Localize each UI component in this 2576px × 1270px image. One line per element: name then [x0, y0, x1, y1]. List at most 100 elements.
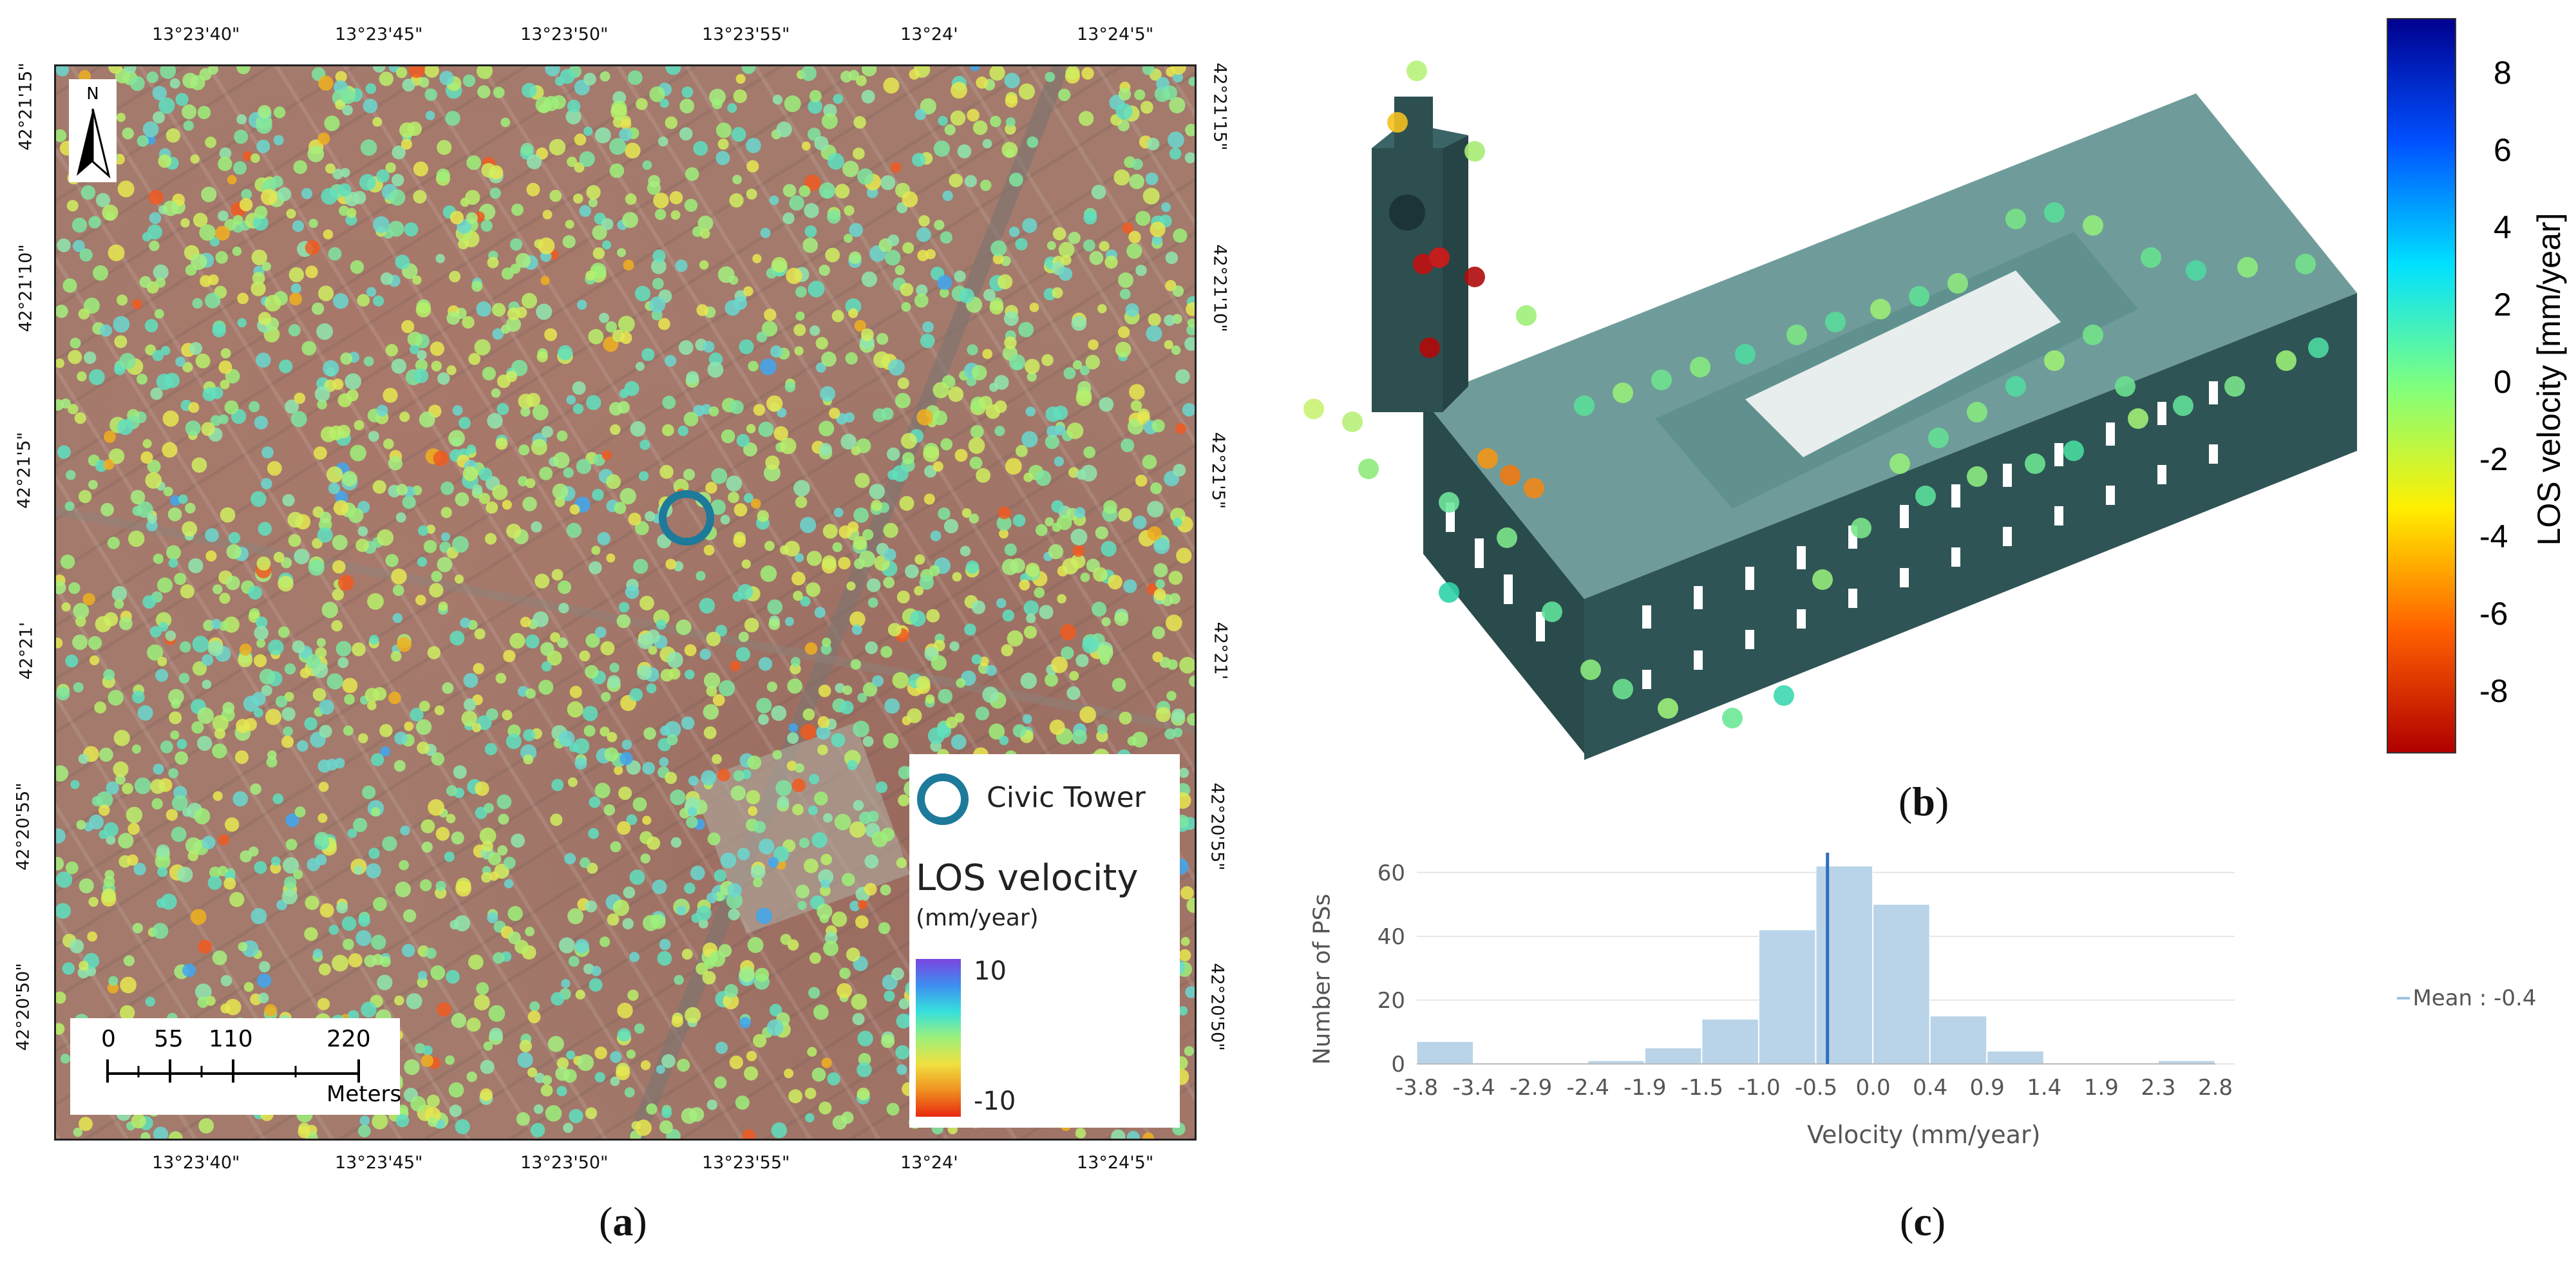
ps-point	[117, 180, 135, 198]
ps-point	[768, 618, 781, 630]
ps-point	[766, 395, 783, 412]
ps-point	[732, 175, 742, 185]
ps-point	[827, 153, 844, 170]
ps-point	[193, 213, 208, 227]
ps-point	[1169, 147, 1182, 160]
ps-point	[1155, 579, 1165, 589]
ps-point	[917, 249, 929, 261]
ps-point	[702, 971, 716, 985]
ps-point	[624, 1087, 635, 1098]
ps-point	[180, 584, 194, 599]
ps-point	[688, 775, 699, 786]
ps-point	[723, 993, 739, 1010]
ps-point	[558, 937, 575, 954]
ps-point	[933, 140, 950, 157]
ps-point	[784, 540, 800, 557]
ps-point	[586, 185, 601, 200]
ps-point	[950, 110, 966, 126]
ps-point	[1161, 202, 1171, 213]
colorbar-tick-label: -2	[2479, 441, 2508, 477]
ps-point	[482, 366, 497, 381]
ps-point	[618, 786, 632, 801]
ps-point	[437, 1002, 451, 1017]
ps-point	[849, 821, 866, 838]
ps-point	[431, 361, 442, 372]
ps-point	[600, 726, 610, 737]
ps-point	[446, 785, 457, 797]
ps-point	[355, 930, 372, 946]
ps-point	[746, 188, 757, 200]
ps-point	[1142, 455, 1157, 469]
ps-point	[487, 256, 499, 269]
ps-point	[819, 442, 832, 456]
ps-point	[357, 294, 370, 307]
ps-point	[207, 274, 219, 285]
ps-point	[337, 393, 352, 408]
ps-point	[1005, 117, 1016, 128]
ps-point	[1179, 657, 1195, 674]
ps-point	[162, 442, 178, 458]
ps-point	[1058, 242, 1075, 258]
ps-point	[393, 995, 404, 1006]
ps-point	[551, 569, 564, 581]
ps-point	[267, 460, 282, 476]
ps-point	[166, 545, 181, 560]
ps-point	[965, 175, 977, 187]
ps-point	[1001, 644, 1014, 657]
ps-point	[448, 430, 465, 447]
ps-point	[111, 585, 128, 602]
ps-point	[214, 728, 226, 739]
ps-point	[914, 293, 929, 308]
ps-point	[68, 350, 82, 365]
ps-point	[615, 1065, 630, 1081]
ps-point	[542, 209, 553, 220]
ps-point	[254, 625, 269, 640]
ps-point	[270, 862, 281, 874]
building-model	[1372, 93, 2357, 760]
map-latitude-label: 42°20'55"	[13, 782, 33, 871]
ps-point	[933, 410, 947, 426]
ps-point	[476, 301, 492, 317]
ps-point	[638, 633, 654, 649]
map-longitude-label: 13°23'40"	[152, 1153, 240, 1173]
ps-point	[156, 374, 173, 390]
ps-point	[298, 1125, 310, 1139]
ps-point	[377, 529, 394, 546]
ps-point	[317, 527, 333, 543]
ps-point	[104, 430, 116, 443]
ps-point	[319, 725, 332, 738]
ps-point	[373, 896, 387, 911]
ps-point	[455, 1119, 470, 1135]
ps-point	[285, 399, 299, 414]
ps-point	[845, 352, 858, 365]
ps-point	[806, 551, 822, 566]
ps-point	[540, 1084, 553, 1097]
ps-point	[321, 602, 338, 618]
ps-point	[949, 641, 960, 652]
ps-point	[299, 668, 310, 679]
ps-point	[1135, 211, 1151, 226]
ps-point	[376, 169, 390, 183]
ps-point	[288, 534, 301, 547]
ps-point	[684, 198, 698, 212]
ps-point	[274, 106, 286, 118]
ps-point	[930, 530, 942, 542]
ps-point	[445, 1055, 455, 1065]
ps-point	[540, 642, 554, 656]
ps-point	[56, 828, 66, 844]
ps-point	[305, 240, 320, 255]
ps-point	[410, 707, 424, 722]
ps-point	[779, 437, 797, 455]
histogram-legend: Mean : -0.4	[2397, 985, 2537, 1011]
ps-point	[180, 641, 191, 653]
ps-point	[198, 1118, 214, 1133]
ps-point	[264, 294, 281, 312]
ps-point	[93, 265, 108, 281]
ps-point	[1025, 406, 1036, 417]
ps-point	[337, 574, 354, 591]
ps-point	[842, 160, 859, 178]
ps-point	[211, 619, 222, 629]
ps-point	[392, 145, 406, 160]
ps-point	[1179, 768, 1189, 778]
ps-point	[202, 835, 216, 849]
